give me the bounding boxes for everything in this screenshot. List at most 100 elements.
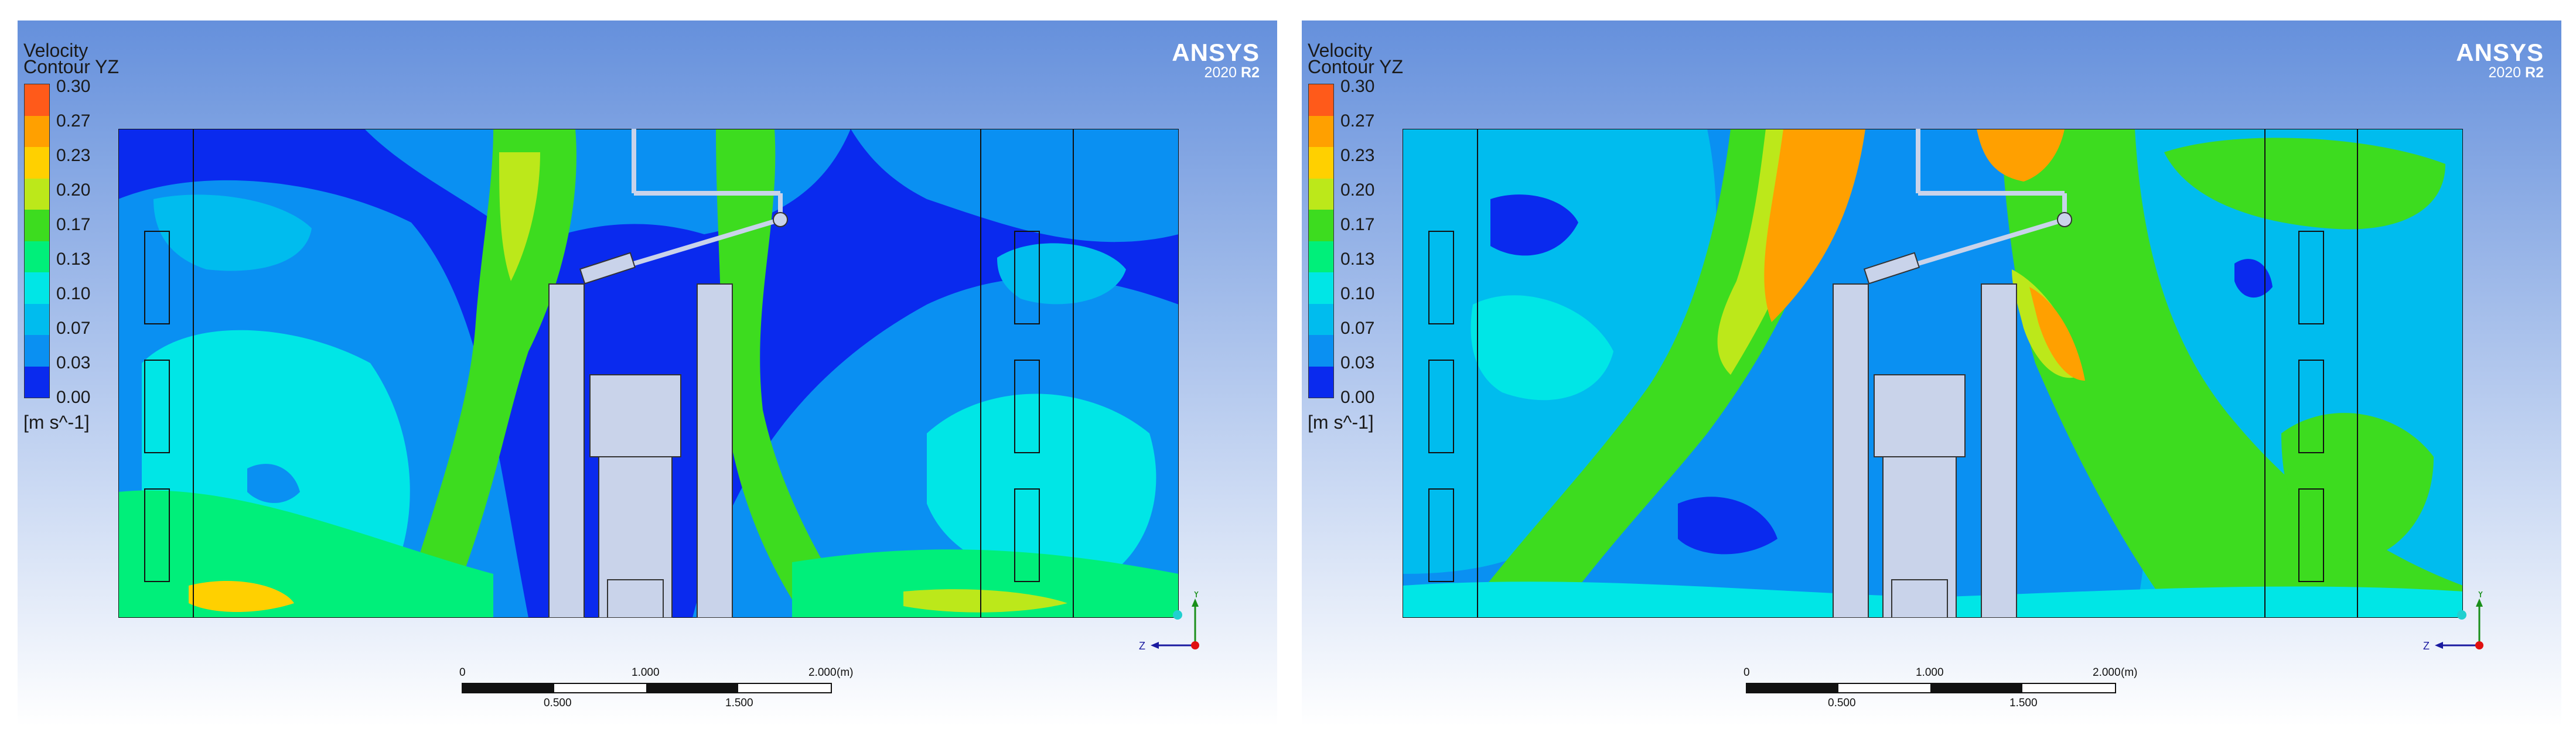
logo-name: ANSYS [2456,39,2544,66]
legend-subtitle: Contour YZ [1308,56,1404,77]
legend-tick-label: 0.00 [1340,388,1375,407]
legend-tick-label: 0.23 [56,146,91,165]
scale-bar: 0 1.000 2.000 (m) 0.500 1.500 [459,666,853,725]
contour-region [792,549,1179,618]
contour-region [903,589,1067,613]
axis-label-z: Z [1139,640,1145,652]
legend-tick-label: 0.20 [1340,180,1375,200]
scale-label: 0.500 [544,697,572,709]
axis-triad: Y Z [1139,591,1200,652]
legend-swatch [25,147,49,179]
logo-year: 2020 [2488,64,2522,81]
legend-unit: [m s^-1] [1308,412,1374,433]
contour-region [716,129,857,618]
contour-region [189,580,294,612]
scale-label: 1.500 [2009,697,2038,709]
legend-swatch [1309,303,1333,335]
legend-tick-label: 0.10 [1340,284,1375,303]
legend-tick-label: 0.30 [56,77,91,96]
legend-tick-label: 0.30 [1340,77,1375,96]
scale-label: 0.500 [1828,697,1856,709]
legend-swatch [25,303,49,335]
legend-swatch [1309,241,1333,272]
contour-region [1470,295,1613,401]
robot-arm [603,129,783,275]
axis-label-z: Z [2423,640,2430,652]
legend-tick-label: 0.27 [1340,111,1375,131]
contour-region [1490,194,1578,256]
legend-tick-label: 0.03 [56,353,91,372]
scale-bar: 0 1.000 2.000 (m) 0.500 1.500 [1744,666,2137,725]
robot-tool [1863,252,1920,285]
contour-region [2164,138,2445,230]
ansys-logo: ANSYS 2020 R2 [2456,39,2544,81]
scale-label: 0 [459,666,466,679]
scale-graphic [1746,683,2116,693]
machine-geometry [1833,283,2017,618]
ansys-logo: ANSYS 2020 R2 [1172,39,1260,81]
legend-colorbar [24,84,50,398]
scale-graphic [462,683,832,693]
legend-tick-label: 0.07 [1340,319,1375,338]
legend-tick-label: 0.27 [56,111,91,131]
geometry-outline [1403,129,2463,618]
legend-colorbar [1308,84,1334,398]
legend-title: Velocity [1308,40,1373,61]
axis-label-y: Y [2477,591,2484,600]
velocity-contour-plot [118,129,1179,618]
logo-name: ANSYS [1172,39,1260,66]
scale-label: 1.500 [725,697,753,709]
legend-tick-label: 0.03 [1340,353,1375,372]
legend-tick-label: 0.13 [56,249,91,269]
scale-label: 1.000 [632,666,660,679]
scale-label: 2.000 [2093,666,2121,679]
legend-swatch [1309,366,1333,398]
axis-triad: Y Z [2423,591,2484,652]
contour-region [1977,129,2065,182]
scale-label: 1.000 [1916,666,1944,679]
contour-region [400,129,576,618]
contour-region [851,129,1179,242]
scale-unit: (m) [837,666,854,679]
legend-swatch [25,241,49,272]
legend-swatch [1309,178,1333,210]
robot-joint [2057,212,2072,227]
legend-tick-label: 0.00 [56,388,91,407]
geometry-outline [118,129,1179,618]
axis-label-y: Y [1193,591,1200,600]
legend-title: Velocity [23,40,88,61]
legend-tick-label: 0.07 [56,319,91,338]
legend-unit: [m s^-1] [23,412,90,433]
legend-swatch [25,272,49,304]
logo-release: R2 [1241,64,1260,81]
robot-tool [579,252,636,285]
contour-region [997,243,1126,305]
scale-label: 2.000 [808,666,837,679]
legend-subtitle: Contour YZ [23,56,120,77]
contour-panel-left: Velocity Contour YZ 0.30 0.27 0.23 0.20 … [18,20,1277,726]
velocity-contour-plot [1403,129,2463,618]
legend-tick-label: 0.13 [1340,249,1375,269]
contour-region [927,394,1156,581]
contour-region [1461,129,1836,618]
logo-version: 2020 R2 [1172,65,1260,80]
legend-tick-label: 0.20 [56,180,91,200]
legend-tick-label: 0.17 [56,215,91,234]
contour-region [1678,497,1777,555]
legend-swatch [25,210,49,241]
machine-geometry [548,283,733,618]
contour-region [499,152,540,281]
legend-swatch [1309,115,1333,147]
contour-region [2000,129,2463,618]
contour-region [1764,129,1865,322]
legend-swatch [25,115,49,147]
scale-label: 0 [1744,666,1750,679]
legend-swatch [1309,335,1333,367]
logo-version: 2020 R2 [2456,65,2544,80]
legend-tick-label: 0.23 [1340,146,1375,165]
legend-swatch [1309,84,1333,116]
legend-swatch [1309,272,1333,304]
scale-unit: (m) [2121,666,2138,679]
legend-swatch [25,335,49,367]
legend-swatch [25,366,49,398]
